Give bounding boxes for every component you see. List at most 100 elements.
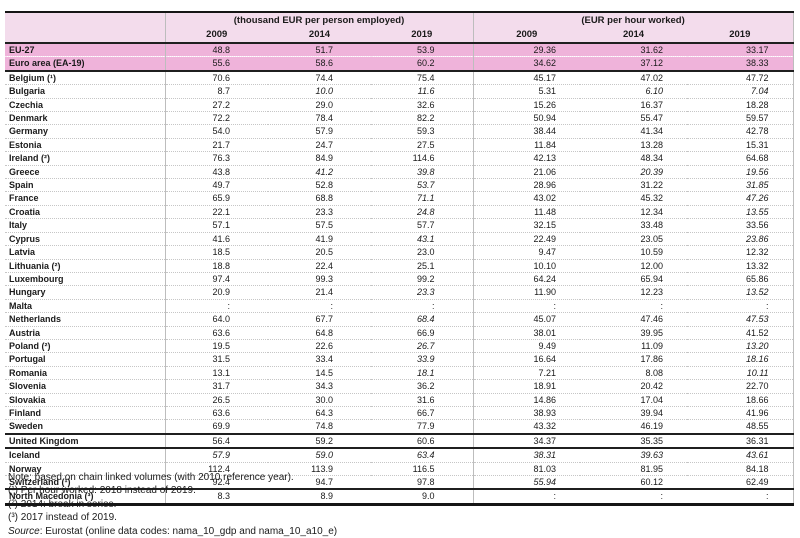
value-cell: 13.28 [580,137,688,152]
value-cell: 29.0 [268,97,371,112]
value-cell: 114.6 [371,151,474,166]
value-cell: 48.8 [165,43,268,57]
value-cell: 81.95 [580,461,688,476]
footnotes: Note: based on chain linked volumes (wit… [8,471,337,538]
value-cell: 29.36 [473,43,581,57]
value-cell: 46.19 [580,419,688,434]
value-cell: 10.10 [473,258,581,273]
value-cell: 30.0 [268,392,371,407]
value-cell: 113.9 [268,461,371,476]
value-cell: 18.91 [473,379,581,394]
value-cell: 18.28 [687,97,794,112]
value-cell: 23.3 [371,285,474,300]
country-label: United Kingdom [5,432,166,449]
year-header: 2014 [268,28,371,44]
value-cell: 20.42 [580,379,688,394]
footnote-2: (²) 2014: break in series. [8,498,117,510]
value-cell: 23.86 [687,231,794,246]
value-cell: 13.32 [687,258,794,273]
value-cell: 7.21 [473,365,581,380]
value-cell: 47.02 [580,69,688,85]
value-cell: : [687,298,794,313]
value-cell: 26.5 [165,392,268,407]
value-cell: : [268,298,371,313]
value-cell: 47.46 [580,312,688,327]
value-cell: 57.9 [165,447,268,463]
value-cell: 23.3 [268,204,371,219]
table-row: Norway 112.4 113.9 116.5 81.03 81.95 84.18 [5,461,794,476]
table-row: Austria 63.6 64.8 66.9 38.01 39.95 41.52 [5,325,794,340]
value-cell: 43.02 [473,191,581,206]
value-cell: 34.62 [473,56,581,71]
value-cell: 43.32 [473,419,581,434]
table-row: Luxembourg 97.4 99.3 99.2 64.24 65.94 65.86 [5,271,794,286]
source-text: : Eurostat (online data codes: nama_10_g… [39,525,338,537]
country-label: Denmark [5,111,166,125]
country-label: Austria [5,325,166,340]
source-line: Source: Eurostat (online data codes: nam… [8,525,337,538]
value-cell: 62.49 [687,475,794,490]
value-cell: 53.9 [371,43,474,57]
value-cell: 22.1 [165,204,268,219]
value-cell: 99.2 [371,271,474,286]
table-row: Cyprus 41.6 41.9 43.1 22.49 23.05 23.86 [5,231,794,246]
value-cell: 59.57 [687,111,794,125]
value-cell: 116.5 [371,461,474,476]
value-cell: 76.3 [165,151,268,166]
value-cell: 77.9 [371,419,474,434]
value-cell: 49.7 [165,178,268,192]
country-label: Ireland (²) [5,151,166,166]
value-cell: 31.22 [580,178,688,192]
country-label: Portugal [5,352,166,367]
table-row: Czechia 27.2 29.0 32.6 15.26 16.37 18.28 [5,97,794,112]
value-cell: 66.7 [371,405,474,420]
value-cell: 64.0 [165,312,268,327]
value-cell: : [473,488,581,505]
country-label: France [5,191,166,206]
value-cell: 47.26 [687,191,794,206]
value-cell: 8.3 [165,488,268,505]
country-label: Euro area (EA-19) [5,56,166,71]
value-cell: 9.49 [473,338,581,353]
table-row: Bulgaria 8.7 10.0 11.6 5.31 6.10 7.04 [5,84,794,99]
value-cell: 43.1 [371,231,474,246]
value-cell: 11.48 [473,204,581,219]
value-cell: 37.12 [580,56,688,71]
value-cell: 38.01 [473,325,581,340]
value-cell: 59.0 [268,447,371,463]
value-cell: 36.2 [371,379,474,394]
value-cell: 60.6 [371,432,474,449]
value-cell: 11.84 [473,137,581,152]
table-row: EU-27 48.8 51.7 53.9 29.36 31.62 33.17 [5,43,794,57]
value-cell: 31.85 [687,178,794,192]
value-cell: 63.4 [371,447,474,463]
table-row: Switzerland (¹) 92.4 94.7 97.8 55.94 60.12 62.… [5,475,794,490]
value-cell: 22.49 [473,231,581,246]
value-cell: 34.3 [268,379,371,394]
table-row: Croatia 22.1 23.3 24.8 11.48 12.34 13.55 [5,204,794,219]
value-cell: 65.86 [687,271,794,286]
value-cell: 5.31 [473,84,581,99]
table-row: United Kingdom 56.4 59.2 60.6 34.37 35.35 36.3… [5,432,794,449]
value-cell: 21.4 [268,285,371,300]
value-cell: 60.12 [580,475,688,490]
country-label: Slovenia [5,379,166,394]
table-row: Estonia 21.7 24.7 27.5 11.84 13.28 15.31 [5,137,794,152]
value-cell: 71.1 [371,191,474,206]
value-cell: 74.4 [268,69,371,85]
value-cell: 56.4 [165,432,268,449]
table-row: Sweden 69.9 74.8 77.9 43.32 46.19 48.55 [5,419,794,434]
value-cell: 12.34 [580,204,688,219]
value-cell: 57.1 [165,218,268,233]
value-cell: 22.6 [268,338,371,353]
value-cell: 7.04 [687,84,794,99]
value-cell: 84.9 [268,151,371,166]
table-row: Lithuania (²) 18.8 22.4 25.1 10.10 12.00 13.32 [5,258,794,273]
value-cell: 10.59 [580,245,688,259]
value-cell: 28.96 [473,178,581,192]
table-row: Slovakia 26.5 30.0 31.6 14.86 17.04 18.66 [5,392,794,407]
country-label: Finland [5,405,166,420]
value-cell: 55.47 [580,111,688,125]
note-line: Note: based on chain linked volumes (wit… [8,472,294,483]
value-cell: 82.2 [371,111,474,125]
